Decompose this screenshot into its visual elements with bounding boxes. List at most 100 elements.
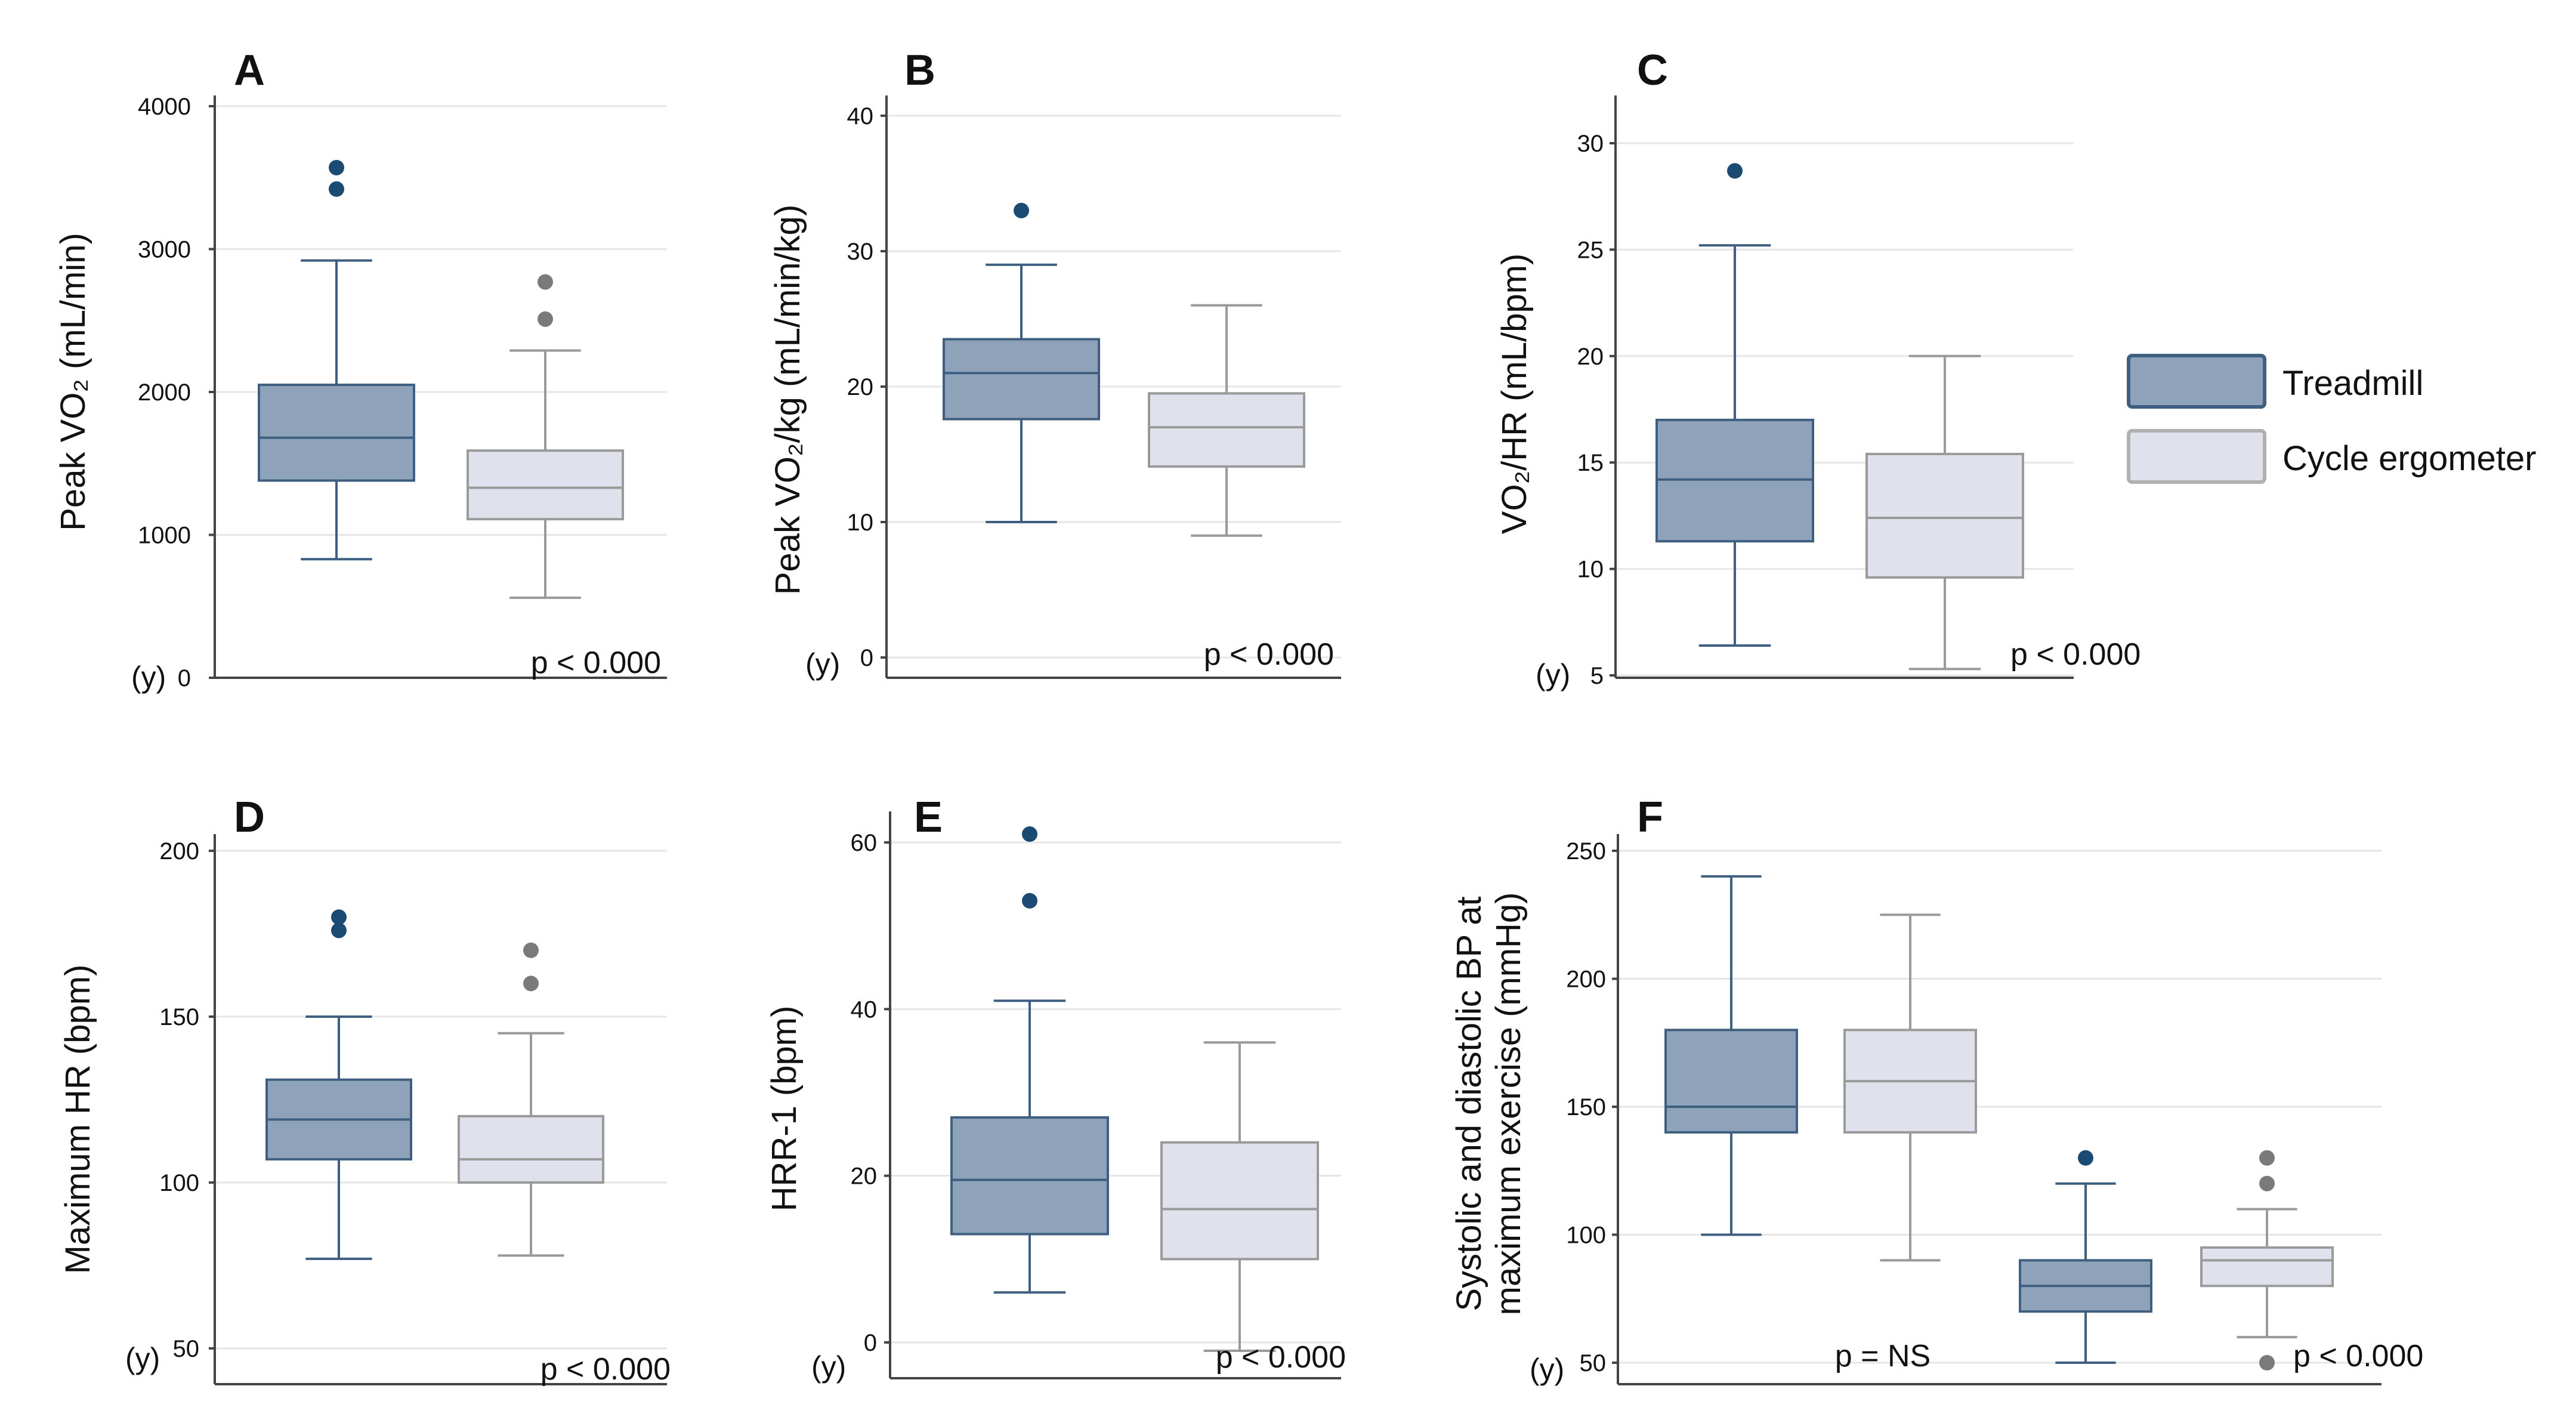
outlier-point	[1014, 202, 1029, 218]
y-tick-label-d: 50	[173, 1336, 200, 1362]
box-c-cycle-ergometer	[1865, 354, 2024, 671]
y-tick-label-e: 40	[851, 996, 878, 1023]
y-marker-d: (y)	[125, 1342, 160, 1375]
box-b-cycle-ergometer	[1148, 304, 1305, 537]
y-tick-label-b: 10	[847, 510, 874, 536]
panel-letter-c: C	[1637, 47, 1668, 94]
y-tick-label-a: 0	[178, 665, 191, 691]
y-tick-label-f: 100	[1566, 1222, 1606, 1249]
y-tick-label-c: 25	[1577, 237, 1604, 263]
panel-letter-f: F	[1637, 794, 1663, 841]
y-axis-label-c: VO₂/HR (mL/bpm)	[1495, 254, 1534, 534]
y-marker-e: (y)	[811, 1350, 846, 1384]
box-iqr	[1865, 452, 2024, 579]
outlier-point	[331, 922, 347, 939]
panel-letter-b: B	[904, 47, 935, 94]
legend-label-treadmill: Treadmill	[2282, 364, 2423, 403]
legend-swatch-cycle-ergometer	[2127, 429, 2266, 484]
panel-f: 50 100 150 200 250 F Systolic and diastolic BP…	[1450, 794, 2423, 1386]
legend: Treadmill Cycle ergometer	[2127, 354, 2536, 484]
outlier-point	[538, 311, 553, 327]
panel-b: 0 10 20 30 40 B Peak VO₂/kg (mL/min/kg) (y) p < …	[768, 47, 1341, 681]
y-tick-label-c: 30	[1577, 131, 1604, 157]
box-f-cycle-ergometer	[2200, 1150, 2334, 1370]
y-tick-label-e: 20	[851, 1163, 878, 1190]
outlier-point	[2259, 1175, 2275, 1191]
p-value-f: p < 0.000	[2293, 1339, 2423, 1373]
box-c-treadmill	[1655, 163, 1814, 647]
y-tick-label-a: 4000	[138, 94, 191, 120]
box-iqr	[1148, 392, 1305, 468]
y-axis-label-line: Systolic and diastolic BP at	[1450, 896, 1488, 1311]
p-value-b: p < 0.000	[1204, 637, 1334, 672]
p-value-e: p < 0.000	[1216, 1340, 1346, 1375]
outlier-point	[2259, 1355, 2275, 1370]
y-axis-label-b: Peak VO₂/kg (mL/min/kg)	[768, 205, 807, 595]
box-f-cycle-ergometer	[1843, 913, 1977, 1262]
y-tick-label-e: 60	[851, 830, 878, 856]
y-tick-label-e: 0	[864, 1330, 877, 1356]
p-value-c: p < 0.000	[2010, 637, 2141, 672]
box-d-treadmill	[265, 909, 412, 1260]
outlier-point	[538, 274, 553, 290]
box-f-treadmill	[1664, 875, 1798, 1236]
y-tick-label-c: 5	[1590, 663, 1604, 689]
y-tick-label-a: 2000	[138, 379, 191, 406]
box-a-treadmill	[258, 159, 415, 561]
panel-e: 0 20 40 60 E HRR-1 (bpm) (y) p < 0.000	[765, 794, 1346, 1384]
outlier-point	[523, 942, 539, 958]
panel-letter-e: E	[914, 794, 943, 841]
panel-c: 5 10 15 20 25 30 C VO₂/HR (mL/bpm) (y) p < 0.000	[1495, 47, 2141, 691]
box-iqr	[1664, 1029, 1798, 1134]
y-tick-label-a: 3000	[138, 237, 191, 263]
y-axis-label-e: HRR-1 (bpm)	[765, 1006, 804, 1212]
y-tick-label-b: 0	[860, 645, 873, 671]
outlier-point	[329, 159, 344, 175]
box-b-treadmill	[943, 202, 1100, 523]
outlier-point	[1022, 893, 1037, 909]
y-tick-label-c: 20	[1577, 344, 1604, 370]
outlier-point	[1727, 163, 1743, 179]
box-d-cycle-ergometer	[458, 942, 604, 1257]
outlier-point	[331, 909, 347, 925]
y-axis-label-d: Maximum HR (bpm)	[58, 965, 97, 1274]
y-tick-label-d: 100	[159, 1170, 199, 1196]
y-tick-label-b: 30	[847, 239, 874, 265]
y-tick-label-f: 50	[1580, 1350, 1607, 1376]
y-axis-label-line: maximum exercise (mmHg)	[1489, 893, 1528, 1316]
panel-d: 50 100 150 200 D Maximum HR (bpm) (y) p < 0.000	[58, 794, 671, 1387]
outlier-point	[523, 975, 539, 992]
box-iqr	[1160, 1141, 1319, 1261]
y-tick-label-f: 150	[1566, 1094, 1606, 1120]
box-iqr	[467, 449, 624, 521]
panel-letter-d: D	[234, 794, 265, 841]
y-marker-b: (y)	[805, 647, 840, 681]
box-a-cycle-ergometer	[467, 274, 624, 599]
y-tick-label-f: 250	[1566, 838, 1606, 865]
y-tick-label-c: 10	[1577, 557, 1604, 583]
y-tick-label-b: 40	[847, 103, 874, 129]
y-marker-c: (y)	[1536, 658, 1570, 691]
box-e-treadmill	[950, 826, 1109, 1294]
panel-letter-a: A	[234, 47, 265, 94]
box-iqr	[2200, 1246, 2334, 1288]
box-iqr	[258, 384, 415, 482]
p-value-d: p < 0.000	[540, 1352, 671, 1387]
outlier-point	[329, 181, 344, 197]
y-tick-label-b: 20	[847, 374, 874, 400]
y-tick-label-c: 15	[1577, 450, 1604, 476]
panel-a: 0 1000 2000 3000 4000 A Peak VO₂ (mL/min) (y) p …	[54, 47, 667, 694]
legend-swatch-treadmill	[2127, 354, 2266, 409]
legend-label-cycle-ergometer: Cycle ergometer	[2282, 439, 2536, 478]
y-tick-label-d: 150	[159, 1004, 199, 1030]
outlier-point	[2259, 1150, 2275, 1166]
box-iqr	[950, 1116, 1109, 1236]
y-marker-f: (y)	[1530, 1353, 1564, 1386]
box-f-treadmill	[2019, 1150, 2152, 1364]
outlier-point	[2078, 1150, 2093, 1166]
box-iqr	[943, 338, 1100, 421]
y-tick-label-f: 200	[1566, 967, 1606, 993]
p-value-a: p < 0.000	[531, 646, 661, 680]
